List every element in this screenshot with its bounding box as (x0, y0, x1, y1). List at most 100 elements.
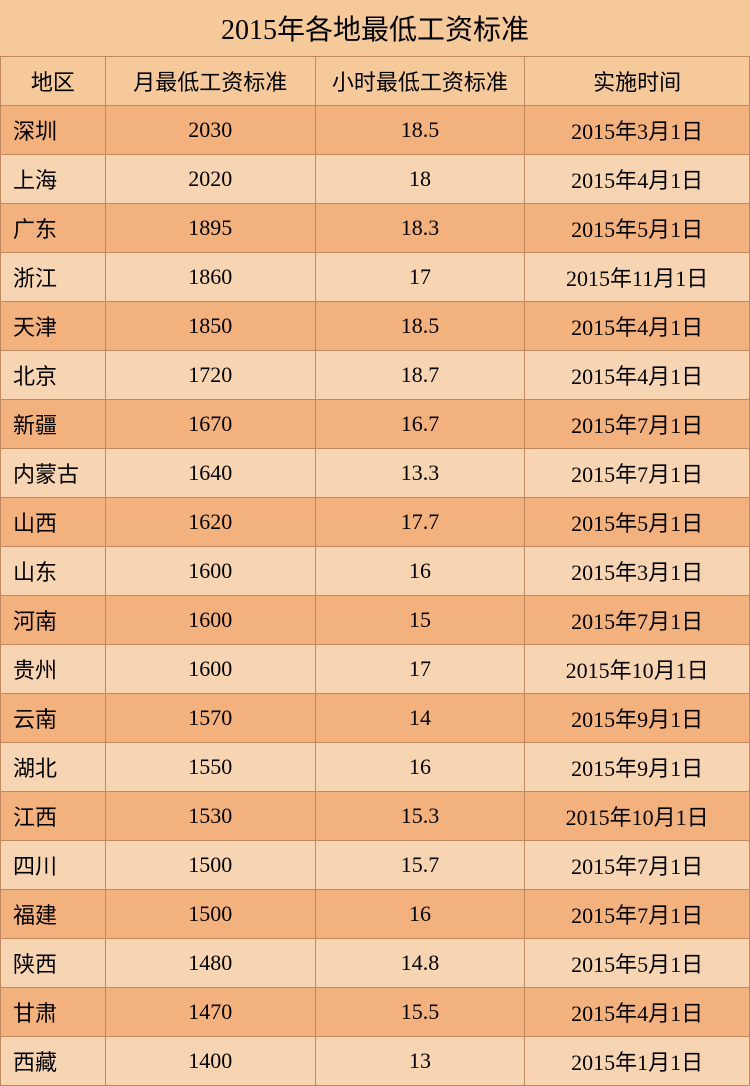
cell-monthly: 1470 (105, 988, 315, 1037)
cell-date: 2015年7月1日 (525, 596, 750, 645)
table-row: 山西162017.72015年5月1日 (1, 498, 750, 547)
header-date: 实施时间 (525, 57, 750, 106)
cell-hourly: 15 (315, 596, 525, 645)
header-region: 地区 (1, 57, 106, 106)
cell-monthly: 1570 (105, 694, 315, 743)
table-row: 河南1600152015年7月1日 (1, 596, 750, 645)
cell-monthly: 1530 (105, 792, 315, 841)
cell-region: 北京 (1, 351, 106, 400)
header-row: 地区 月最低工资标准 小时最低工资标准 实施时间 (1, 57, 750, 106)
cell-date: 2015年7月1日 (525, 890, 750, 939)
cell-date: 2015年3月1日 (525, 106, 750, 155)
table-row: 山东1600162015年3月1日 (1, 547, 750, 596)
cell-monthly: 1600 (105, 596, 315, 645)
table-row: 天津185018.52015年4月1日 (1, 302, 750, 351)
cell-region: 广东 (1, 204, 106, 253)
table-row: 内蒙古164013.32015年7月1日 (1, 449, 750, 498)
cell-region: 山西 (1, 498, 106, 547)
cell-monthly: 1500 (105, 841, 315, 890)
cell-hourly: 17 (315, 645, 525, 694)
cell-region: 福建 (1, 890, 106, 939)
cell-region: 新疆 (1, 400, 106, 449)
cell-monthly: 1640 (105, 449, 315, 498)
table-row: 四川150015.72015年7月1日 (1, 841, 750, 890)
cell-hourly: 18.7 (315, 351, 525, 400)
cell-monthly: 1550 (105, 743, 315, 792)
cell-date: 2015年9月1日 (525, 743, 750, 792)
cell-date: 2015年7月1日 (525, 449, 750, 498)
cell-region: 甘肃 (1, 988, 106, 1037)
cell-date: 2015年1月1日 (525, 1037, 750, 1086)
cell-date: 2015年7月1日 (525, 400, 750, 449)
table-row: 浙江1860172015年11月1日 (1, 253, 750, 302)
cell-hourly: 18.5 (315, 106, 525, 155)
cell-hourly: 16 (315, 547, 525, 596)
cell-monthly: 2020 (105, 155, 315, 204)
cell-hourly: 13 (315, 1037, 525, 1086)
cell-monthly: 1720 (105, 351, 315, 400)
table-row: 北京172018.72015年4月1日 (1, 351, 750, 400)
cell-hourly: 15.3 (315, 792, 525, 841)
cell-monthly: 1600 (105, 645, 315, 694)
cell-hourly: 17 (315, 253, 525, 302)
table-row: 福建1500162015年7月1日 (1, 890, 750, 939)
cell-region: 内蒙古 (1, 449, 106, 498)
cell-hourly: 18.5 (315, 302, 525, 351)
cell-monthly: 1670 (105, 400, 315, 449)
cell-date: 2015年4月1日 (525, 302, 750, 351)
cell-date: 2015年4月1日 (525, 155, 750, 204)
table-row: 陕西148014.82015年5月1日 (1, 939, 750, 988)
cell-date: 2015年4月1日 (525, 988, 750, 1037)
cell-date: 2015年10月1日 (525, 792, 750, 841)
cell-hourly: 14 (315, 694, 525, 743)
cell-region: 山东 (1, 547, 106, 596)
cell-monthly: 1860 (105, 253, 315, 302)
table-body: 深圳203018.52015年3月1日上海2020182015年4月1日广东18… (1, 106, 750, 1086)
cell-region: 深圳 (1, 106, 106, 155)
cell-hourly: 16 (315, 890, 525, 939)
cell-region: 陕西 (1, 939, 106, 988)
cell-monthly: 1500 (105, 890, 315, 939)
table-title: 2015年各地最低工资标准 (0, 0, 750, 56)
cell-region: 贵州 (1, 645, 106, 694)
cell-hourly: 13.3 (315, 449, 525, 498)
cell-monthly: 1400 (105, 1037, 315, 1086)
header-monthly: 月最低工资标准 (105, 57, 315, 106)
cell-date: 2015年5月1日 (525, 498, 750, 547)
cell-region: 上海 (1, 155, 106, 204)
cell-hourly: 18 (315, 155, 525, 204)
cell-region: 浙江 (1, 253, 106, 302)
cell-monthly: 1620 (105, 498, 315, 547)
cell-monthly: 1850 (105, 302, 315, 351)
table-row: 深圳203018.52015年3月1日 (1, 106, 750, 155)
cell-date: 2015年9月1日 (525, 694, 750, 743)
wage-table-container: 2015年各地最低工资标准 地区 月最低工资标准 小时最低工资标准 实施时间 深… (0, 0, 750, 808)
cell-monthly: 1895 (105, 204, 315, 253)
cell-date: 2015年10月1日 (525, 645, 750, 694)
table-row: 云南1570142015年9月1日 (1, 694, 750, 743)
cell-hourly: 17.7 (315, 498, 525, 547)
cell-hourly: 14.8 (315, 939, 525, 988)
cell-date: 2015年5月1日 (525, 939, 750, 988)
cell-hourly: 15.5 (315, 988, 525, 1037)
cell-date: 2015年3月1日 (525, 547, 750, 596)
cell-region: 天津 (1, 302, 106, 351)
wage-table: 地区 月最低工资标准 小时最低工资标准 实施时间 深圳203018.52015年… (0, 56, 750, 1086)
cell-monthly: 1480 (105, 939, 315, 988)
cell-region: 西藏 (1, 1037, 106, 1086)
cell-hourly: 16 (315, 743, 525, 792)
cell-date: 2015年11月1日 (525, 253, 750, 302)
cell-region: 湖北 (1, 743, 106, 792)
cell-date: 2015年4月1日 (525, 351, 750, 400)
cell-monthly: 1600 (105, 547, 315, 596)
cell-region: 四川 (1, 841, 106, 890)
header-hourly: 小时最低工资标准 (315, 57, 525, 106)
table-row: 甘肃147015.52015年4月1日 (1, 988, 750, 1037)
table-row: 西藏1400132015年1月1日 (1, 1037, 750, 1086)
table-row: 上海2020182015年4月1日 (1, 155, 750, 204)
cell-region: 云南 (1, 694, 106, 743)
cell-date: 2015年7月1日 (525, 841, 750, 890)
table-row: 湖北1550162015年9月1日 (1, 743, 750, 792)
table-row: 广东189518.32015年5月1日 (1, 204, 750, 253)
table-row: 江西153015.32015年10月1日 (1, 792, 750, 841)
